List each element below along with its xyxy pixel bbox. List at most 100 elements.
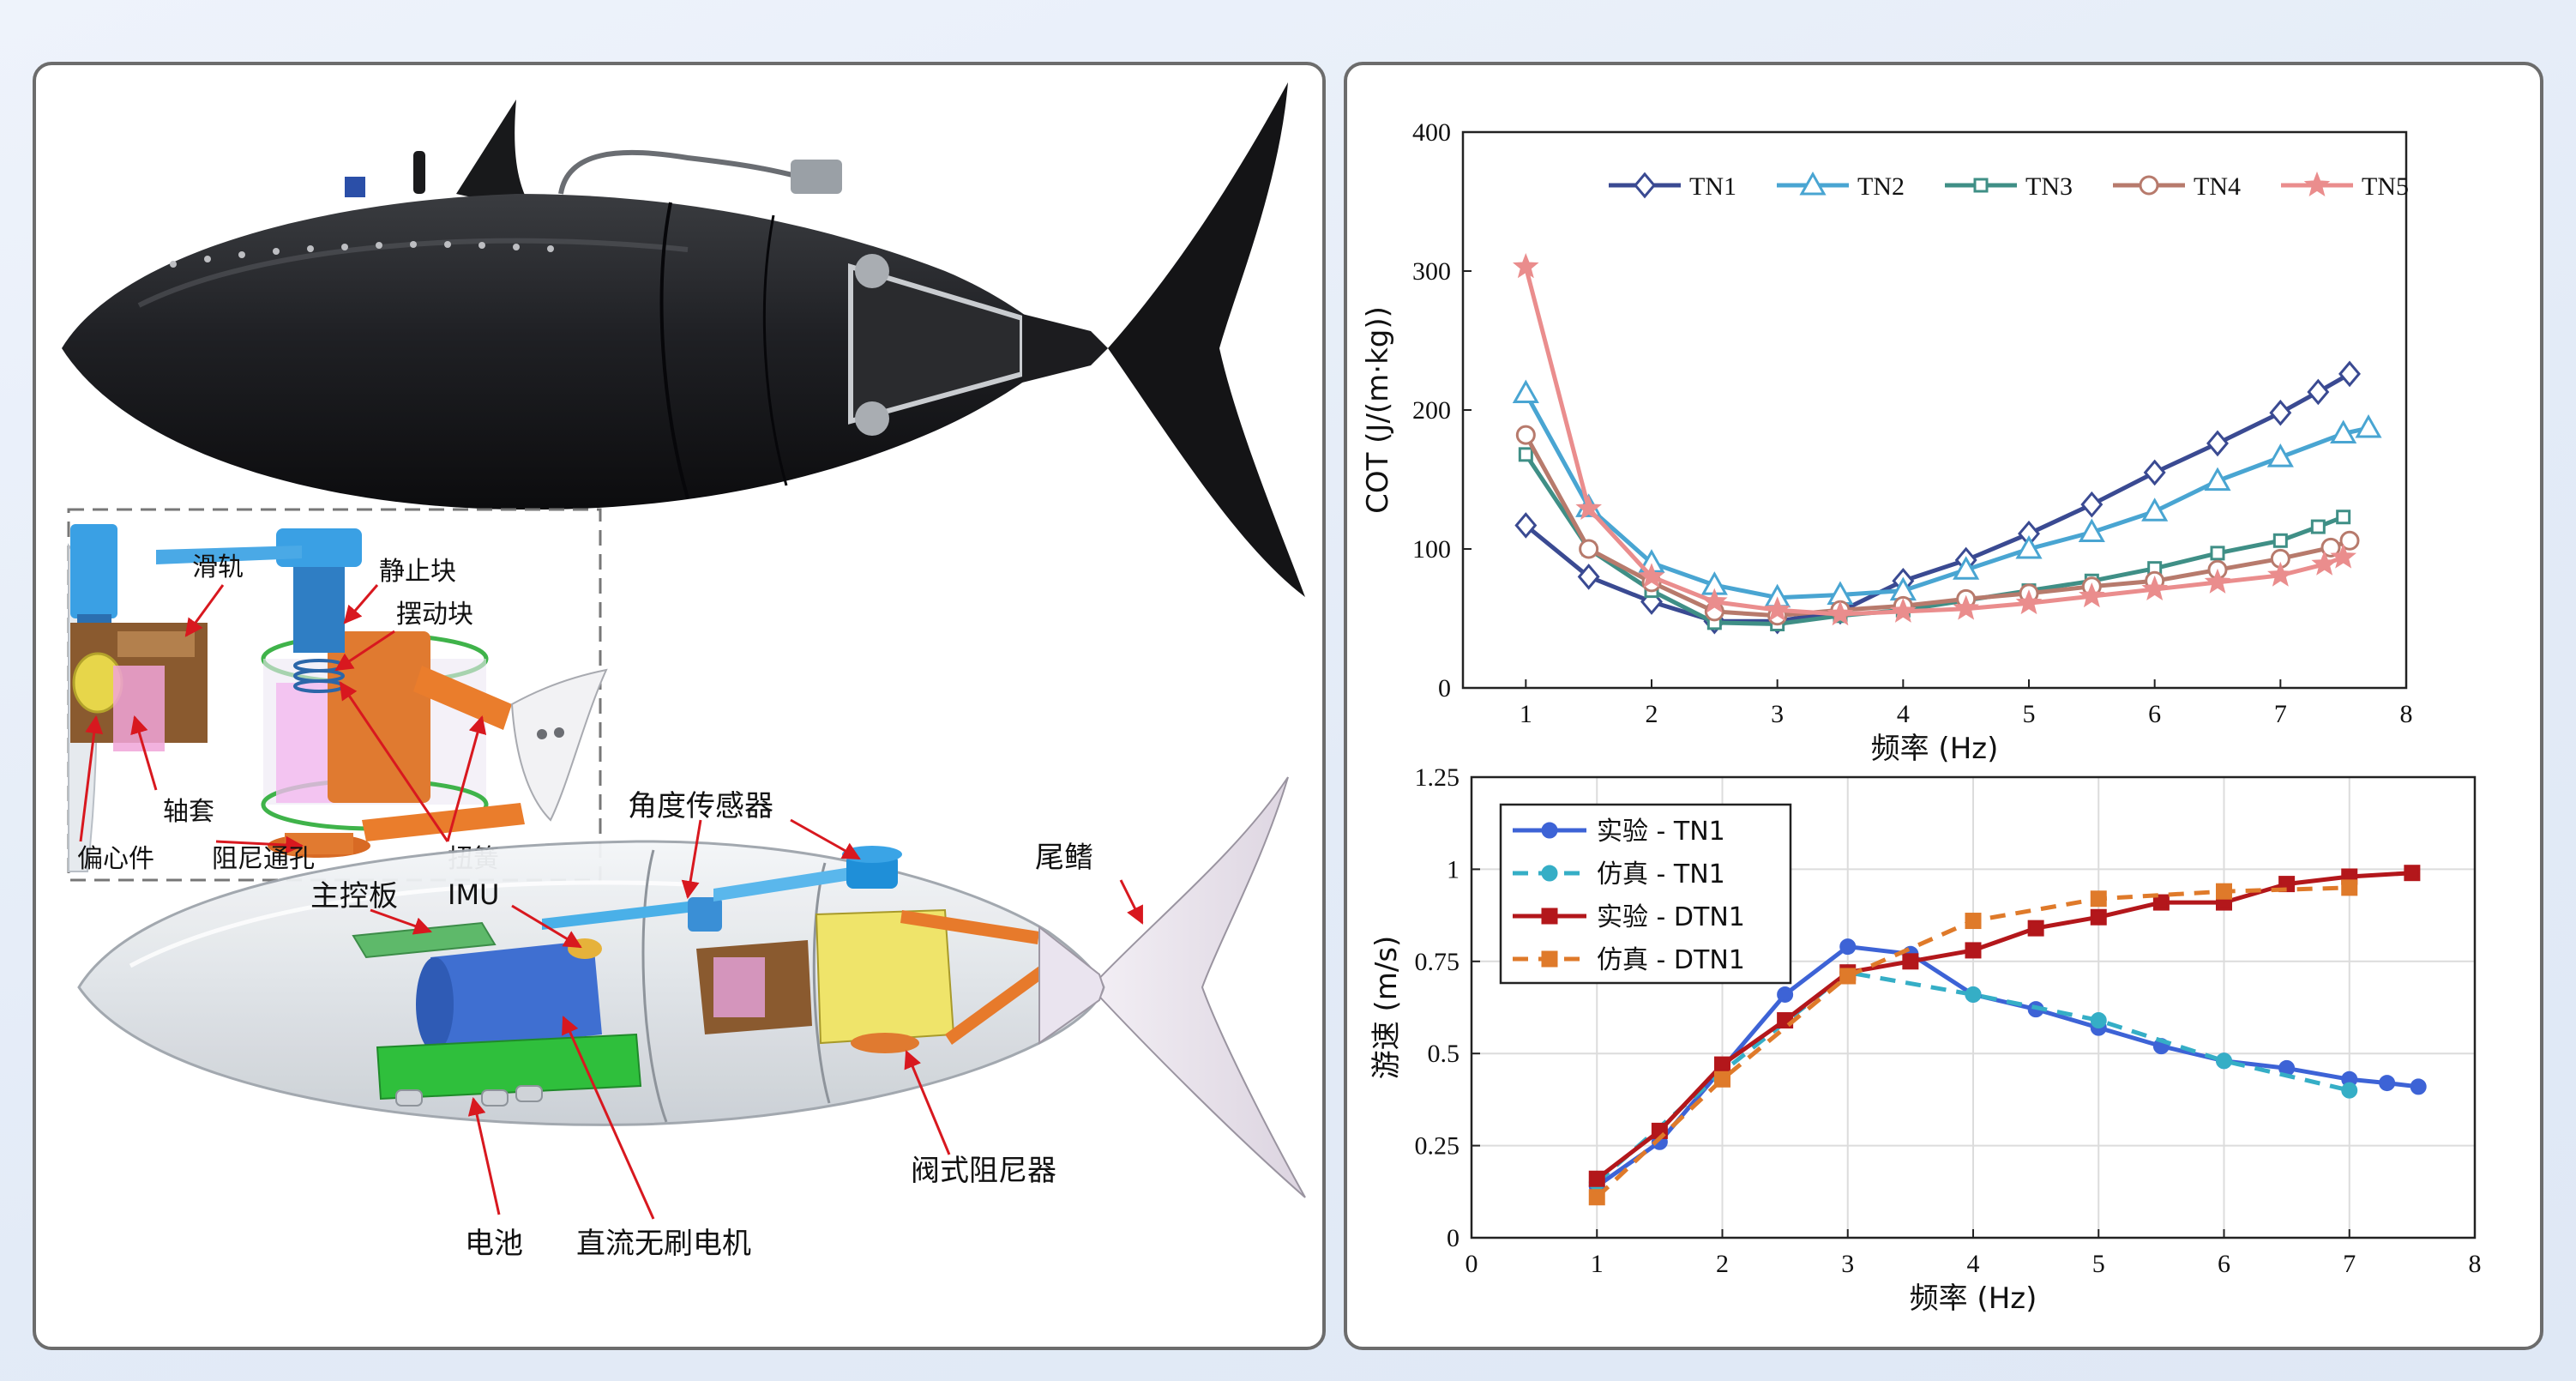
series-2-point-8	[2015, 534, 2043, 559]
series-5	[1513, 253, 2356, 626]
series-3-point-0	[1588, 1170, 1605, 1187]
series-4-point-3	[1965, 913, 1982, 930]
charts-panel: 1 2 3 4 5 6 7 8 0 100 200 300 400 频率 (Hz) COT (J/(m·kg…	[1344, 62, 2543, 1350]
y-tick-label-3: 300	[1412, 257, 1451, 286]
y-tick-label-2: 200	[1412, 396, 1451, 425]
series-4-point-1	[1579, 539, 1599, 559]
series-5-point-7	[1953, 594, 1979, 620]
series-5-point-5	[1827, 600, 1854, 626]
series-1-point-12	[2269, 399, 2292, 426]
series-1-point-10	[2143, 459, 2166, 486]
series-3-point-14	[2336, 510, 2351, 525]
series-4-point-1	[1714, 1070, 1730, 1088]
legend-marker-3	[1973, 178, 1989, 193]
series-2-point-6	[2341, 1082, 2358, 1099]
y-tick-label-4: 400	[1412, 118, 1451, 147]
series-3-point-5	[1902, 953, 1919, 970]
x-tick-label-3: 4	[1897, 700, 1910, 728]
angle-sensor-label: 角度传感器	[628, 789, 773, 823]
y-tick-label-4: 1	[1447, 855, 1460, 883]
legend-label-3: TN3	[2025, 172, 2073, 201]
legend-label-2: TN2	[1857, 172, 1905, 201]
series-1-point-9	[2080, 491, 2104, 518]
series-2-point-5	[2216, 1052, 2232, 1070]
x-tick-label-4: 5	[2023, 700, 2036, 728]
series-2-point-10	[2141, 498, 2169, 522]
series-2-point-13	[2330, 419, 2357, 444]
series-5-point-10	[2141, 575, 2168, 600]
valve-mechanism-inset: 滑轨 静止块 摆动块 轴套 偏心件 阻尼通孔 扭簧	[67, 508, 608, 882]
x-tick-label-0: 1	[1520, 700, 1532, 728]
y-axis-label: COT (J/(m·kg))	[1361, 306, 1395, 514]
series-4-point-13	[2320, 537, 2341, 558]
cot-legend: TN1 TN2 TN3 TN4 TN5	[1609, 171, 2409, 201]
series-5-point-4	[1764, 596, 1791, 622]
y-tick-label-3: 0.75	[1415, 948, 1460, 976]
x-tick-label-1: 1	[1591, 1250, 1604, 1278]
series-1-point-14	[2338, 360, 2361, 388]
tail-fin-label: 尾鳍	[1035, 841, 1093, 875]
legend-label-3: 实验 - DTN1	[1597, 902, 1745, 932]
series-1-point-3	[1777, 986, 1794, 1003]
sleeve-label: 轴套	[163, 797, 214, 827]
legend-marker-5	[2303, 171, 2331, 196]
series-5-point-8	[2015, 589, 2043, 615]
battery-label: 电池	[465, 1227, 523, 1261]
series-2-point-0	[1512, 379, 1539, 404]
series-3-point-6	[1965, 942, 1982, 959]
imu-label: IMU	[448, 878, 499, 911]
legend-marker-2	[1799, 171, 1827, 196]
series-1-point-11	[2206, 430, 2229, 457]
series-3-point-2	[1714, 1056, 1730, 1073]
series-1-point-4	[1839, 938, 1857, 956]
series-2-point-11	[2204, 467, 2231, 491]
legend-marker-4	[1541, 950, 1558, 968]
y-tick-label-5: 1.25	[1415, 763, 1460, 792]
x-tick-label-3: 3	[1841, 1250, 1854, 1278]
x-axis-label: 频率 (Hz)	[1871, 732, 1999, 766]
series-1-point-1	[1577, 564, 1600, 590]
robot-fish-photo	[62, 82, 1305, 597]
x-tick-label-5: 5	[2092, 1250, 2105, 1278]
fish-cad-model: 角度传感器 尾鳍 主控板 IMU 阀式阻尼器 电池 直流无刷电机	[77, 776, 1306, 1261]
series-2-point-4	[2090, 1012, 2107, 1029]
legend-marker-3	[1541, 908, 1558, 925]
y-tick-label-1: 100	[1412, 535, 1451, 564]
series-4-point-5	[2216, 883, 2232, 900]
legend-marker-1	[1541, 822, 1558, 839]
series-1-point-13	[2379, 1075, 2396, 1092]
series-3-point-13	[2404, 865, 2421, 882]
legend-marker-1	[1634, 172, 1656, 199]
legend-marker-2	[1541, 865, 1558, 882]
x-tick-label-5: 6	[2148, 700, 2161, 728]
legend-label-1: 实验 - TN1	[1597, 817, 1725, 847]
series-5-point-6	[1890, 597, 1917, 623]
x-tick-label-7: 7	[2343, 1250, 2356, 1278]
legend-marker-4	[2139, 175, 2159, 196]
series-1-point-13	[2307, 378, 2330, 406]
legend-label-4: TN4	[2194, 172, 2241, 201]
series-5-point-3	[1701, 588, 1728, 613]
series-2-point-12	[2266, 443, 2294, 467]
series-4-point-2	[1839, 968, 1857, 985]
series-4	[1515, 425, 2360, 626]
speed-chart: 0 1 2 3 4 5 6 7 8 0 0.25 0.5 0.75 1 1.25 频率 (Hz) 游速 (m/s…	[1369, 763, 2482, 1316]
cot-chart: 1 2 3 4 5 6 7 8 0 100 200 300 400 频率 (Hz) COT (J/(m·kg…	[1361, 118, 2413, 766]
main-board-label: 主控板	[310, 879, 398, 914]
x-tick-label-0: 0	[1466, 1250, 1478, 1278]
y-tick-label-0: 0	[1447, 1224, 1460, 1252]
series-5-point-12	[2267, 561, 2294, 587]
series-5-point-2	[1638, 563, 1665, 588]
fish-illustration: 滑轨 静止块 摆动块 轴套 偏心件 阻尼通孔 扭簧	[62, 82, 1306, 1261]
series-1-point-0	[1514, 512, 1538, 539]
series-3-point-7	[2027, 920, 2044, 937]
series-1	[1514, 360, 2361, 635]
series-2-point-14	[2355, 414, 2382, 438]
series-4-point-0	[1515, 425, 1536, 445]
series-3-point-0	[1518, 447, 1533, 462]
slide-rail-label: 滑轨	[192, 552, 244, 582]
series-3-point-9	[2152, 894, 2170, 911]
series-5-point-13	[2311, 550, 2338, 576]
series-5-point-9	[2079, 582, 2105, 608]
